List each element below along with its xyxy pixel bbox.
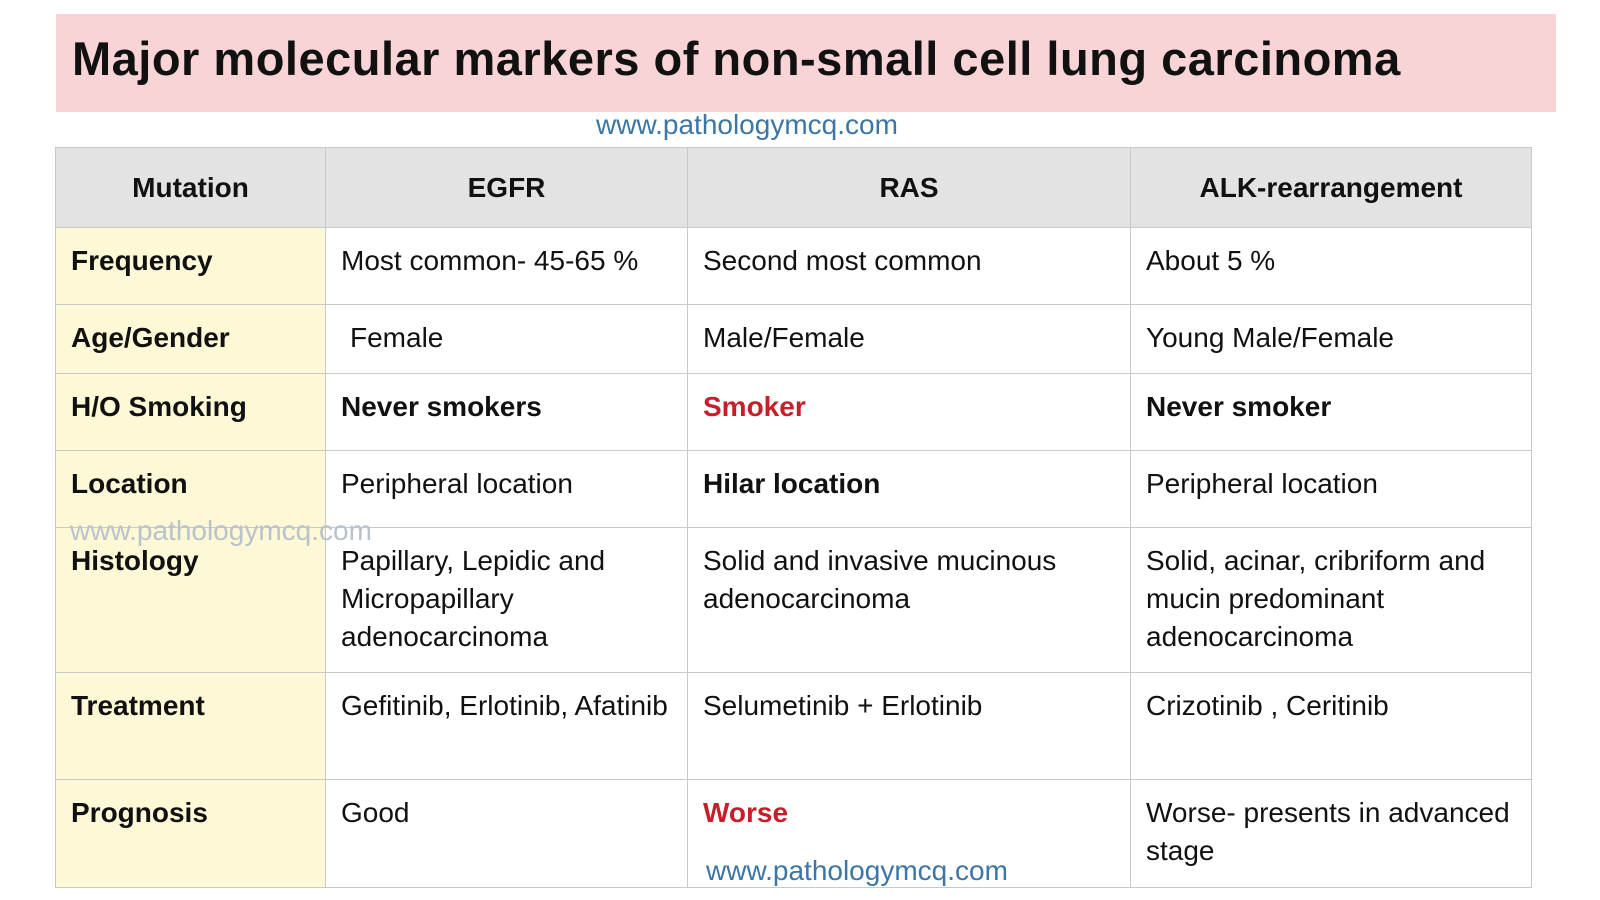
header-mutation: Mutation — [55, 147, 326, 228]
cell-smoking-alk: Never smoker — [1130, 373, 1532, 451]
cell-prognosis-ras: Worse — [687, 779, 1131, 888]
cell-treatment-ras: Selumetinib + Erlotinib — [687, 672, 1131, 780]
cell-frequency-alk: About 5 % — [1130, 227, 1532, 305]
cell-smoking-egfr: Never smokers — [325, 373, 688, 451]
header-egfr: EGFR — [325, 147, 688, 228]
table-row-smoking: H/O Smoking Never smokers Smoker Never s… — [55, 373, 1532, 451]
cell-histology-alk: Solid, acinar, cribriform and mucin pred… — [1130, 527, 1532, 673]
table-row-frequency: Frequency Most common- 45-65 % Second mo… — [55, 227, 1532, 305]
watermark-bottom: www.pathologymcq.com — [706, 855, 1008, 886]
table-row-prognosis: Prognosis Good Worse Worse- presents in … — [55, 779, 1532, 888]
row-label-histology: Histology — [55, 527, 326, 673]
header-alk: ALK-rearrangement — [1130, 147, 1532, 228]
cell-location-alk: Peripheral location — [1130, 450, 1532, 528]
cell-prognosis-egfr: Good — [325, 779, 688, 888]
watermark-top: www.pathologymcq.com — [596, 109, 898, 140]
row-label-prognosis: Prognosis — [55, 779, 326, 888]
cell-location-egfr: Peripheral location — [325, 450, 688, 528]
cell-age-gender-ras: Male/Female — [687, 304, 1131, 374]
molecular-markers-table: Mutation EGFR RAS ALK-rearrangement Freq… — [55, 147, 1532, 888]
cell-location-ras: Hilar location — [687, 450, 1131, 528]
cell-smoking-ras: Smoker — [687, 373, 1131, 451]
watermark-middle: www.pathologymcq.com — [70, 515, 372, 546]
cell-age-gender-egfr: Female — [325, 304, 688, 374]
cell-histology-ras: Solid and invasive mucinous adenocarcino… — [687, 527, 1131, 673]
row-label-age-gender: Age/Gender — [55, 304, 326, 374]
table-row-age-gender: Age/Gender Female Male/Female Young Male… — [55, 304, 1532, 374]
table-header-row: Mutation EGFR RAS ALK-rearrangement — [55, 147, 1532, 228]
table-row-histology: Histology Papillary, Lepidic and Micropa… — [55, 527, 1532, 673]
row-label-treatment: Treatment — [55, 672, 326, 780]
row-label-frequency: Frequency — [55, 227, 326, 305]
cell-frequency-egfr: Most common- 45-65 % — [325, 227, 688, 305]
cell-age-gender-alk: Young Male/Female — [1130, 304, 1532, 374]
cell-histology-egfr: Papillary, Lepidic and Micropapillary ad… — [325, 527, 688, 673]
cell-age-gender-egfr-text: Female — [350, 322, 444, 353]
table-row-location: Location Peripheral location Hilar locat… — [55, 450, 1532, 528]
cell-frequency-ras: Second most common — [687, 227, 1131, 305]
cell-treatment-egfr: Gefitinib, Erlotinib, Afatinib — [325, 672, 688, 780]
row-label-smoking: H/O Smoking — [55, 373, 326, 451]
header-ras: RAS — [687, 147, 1131, 228]
page-title: Major molecular markers of non-small cel… — [72, 31, 1401, 85]
table-row-treatment: Treatment Gefitinib, Erlotinib, Afatinib… — [55, 672, 1532, 780]
cell-treatment-alk: Crizotinib , Ceritinib — [1130, 672, 1532, 780]
cell-prognosis-alk: Worse- presents in advanced stage — [1130, 779, 1532, 888]
title-banner: Major molecular markers of non-small cel… — [56, 14, 1556, 112]
